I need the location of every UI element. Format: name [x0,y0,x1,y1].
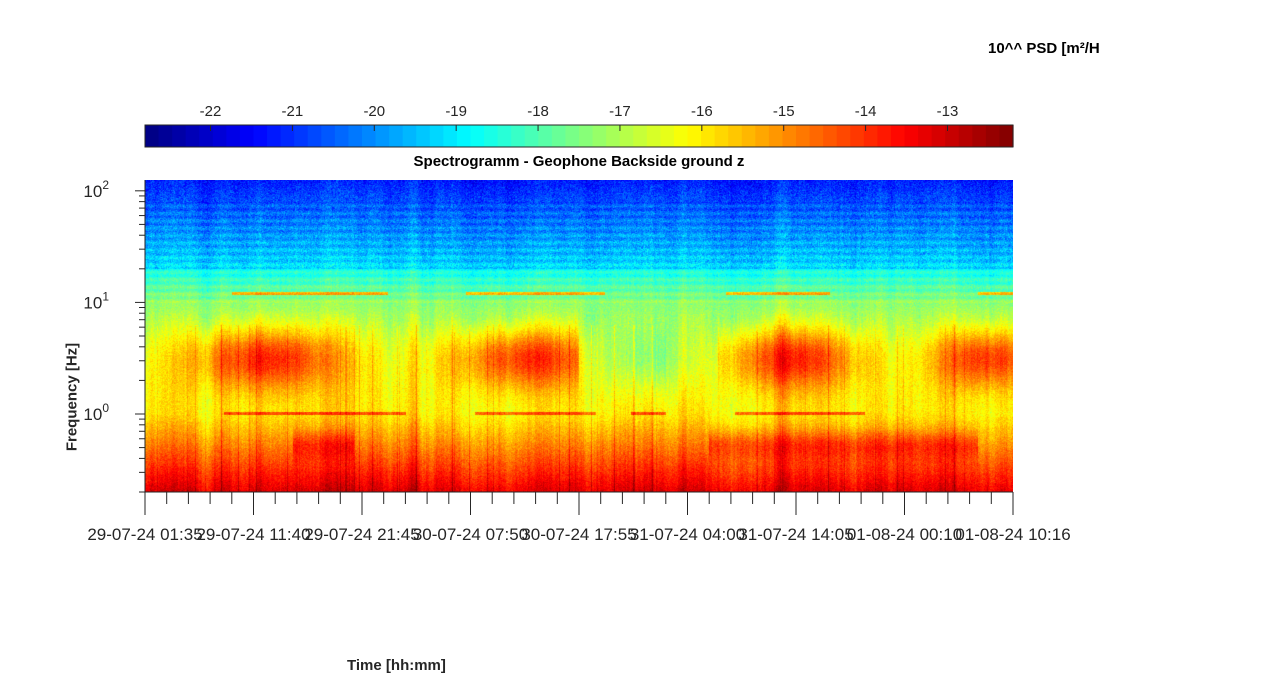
colorbar-tick-label: -20 [363,103,385,120]
colorbar-segment [579,125,594,147]
colorbar-segment [212,125,227,147]
x-tick-label: 29-07-24 21:45 [304,525,419,544]
colorbar-segment [850,125,865,147]
colorbar-segment [701,125,716,147]
spectrogram-heatmap [145,180,1013,492]
colorbar-segment [836,125,851,147]
colorbar-segment [443,125,458,147]
colorbar-segment [294,125,309,147]
colorbar-segment [687,125,702,147]
x-tick-label: 31-07-24 04:00 [630,525,745,544]
colorbar-segment [172,125,187,147]
colorbar-segment [606,125,621,147]
colorbar-segment [741,125,756,147]
colorbar [144,124,1014,148]
colorbar-segment [280,125,295,147]
colorbar-tick-label: -21 [282,103,304,120]
colorbar-segment [348,125,363,147]
colorbar-segment [673,125,689,147]
colorbar-segment [145,125,160,147]
colorbar-segment [551,125,567,147]
colorbar-frame [144,124,1014,148]
colorbar-segment [809,125,824,147]
colorbar-segment [524,125,539,147]
colorbar-segment [660,125,675,147]
y-axis-label: Frequency [Hz] [63,342,81,452]
colorbar-segment [796,125,811,147]
colorbar-ticks: -22 -21 -20 -19 -18 -17 -16 -15 -14 -13 [200,103,959,131]
y-tick-label: 101 [83,289,109,312]
colorbar-segment [755,125,770,147]
spectrogram-image-area [145,180,1013,492]
colorbar-segment [728,125,743,147]
colorbar-segment [863,125,878,147]
colorbar-segment [714,125,729,147]
colorbar-segment [958,125,973,147]
colorbar-segment [646,125,661,147]
colorbar-segment [497,125,512,147]
colorbar-segment [321,125,336,147]
colorbar-segment [972,125,987,147]
colorbar-segment [375,125,390,147]
colorbar-tick-label: -15 [773,103,795,120]
colorbar-tick-label: -18 [527,103,549,120]
colorbar-segment [226,125,241,147]
colorbar-segment [592,125,607,147]
y-axis: 100 101 102 [83,178,146,493]
colorbar-segment [931,125,946,147]
colorbar-segment [565,125,580,147]
chart-title: Spectrogramm - Geophone Backside ground … [413,153,745,170]
colorbar-segment [470,125,485,147]
colorbar-segment [619,125,634,147]
colorbar-segment [267,125,282,147]
colorbar-tick-label: -19 [445,103,467,120]
colorbar-segment [199,125,214,147]
colorbar-segment [768,125,784,147]
y-tick-label: 102 [83,178,109,201]
colorbar-tick-label: -22 [200,103,222,120]
colorbar-segment [402,125,417,147]
colorbar-segment [389,125,404,147]
y-tick-label: 100 [83,401,109,424]
x-tick-label: 30-07-24 17:55 [521,525,636,544]
colorbar-segment [253,125,268,147]
colorbar-segment [334,125,350,147]
colorbar-segment [429,125,444,147]
colorbar-segment [511,125,526,147]
x-tick-label: 01-08-24 00:10 [847,525,962,544]
colorbar-segment [307,125,322,147]
colorbar-tick-label: -16 [691,103,713,120]
colorbar-segment [456,125,472,147]
colorbar-segment [782,125,797,147]
colorbar-segment [985,125,1001,147]
colorbar-segment [239,125,255,147]
colorbar-label: 10^^ PSD [m²/H [988,40,1100,57]
colorbar-segment [945,125,960,147]
x-axis-label: Time [hh:mm] [347,657,446,674]
colorbar-segment [918,125,933,147]
colorbar-segment [362,125,377,147]
colorbar-segment [877,125,892,147]
x-tick-label: 30-07-24 07:50 [413,525,528,544]
x-tick-label: 01-08-24 10:16 [955,525,1070,544]
colorbar-segment [633,125,648,147]
colorbar-segment [999,125,1014,147]
colorbar-segment [538,125,553,147]
x-tick-label: 31-07-24 14:05 [738,525,853,544]
colorbar-tick-label: -17 [609,103,631,120]
x-tick-label: 29-07-24 01:35 [87,525,202,544]
colorbar-segment [484,125,499,147]
colorbar-segment [158,125,173,147]
colorbar-segment [890,125,906,147]
colorbar-segment [904,125,919,147]
colorbar-segment [185,125,200,147]
colorbar-segment [823,125,838,147]
x-tick-label: 29-07-24 11:40 [196,525,310,544]
colorbar-tick-label: -14 [855,103,877,120]
colorbar-segment [416,125,431,147]
colorbar-tick-label: -13 [937,103,959,120]
